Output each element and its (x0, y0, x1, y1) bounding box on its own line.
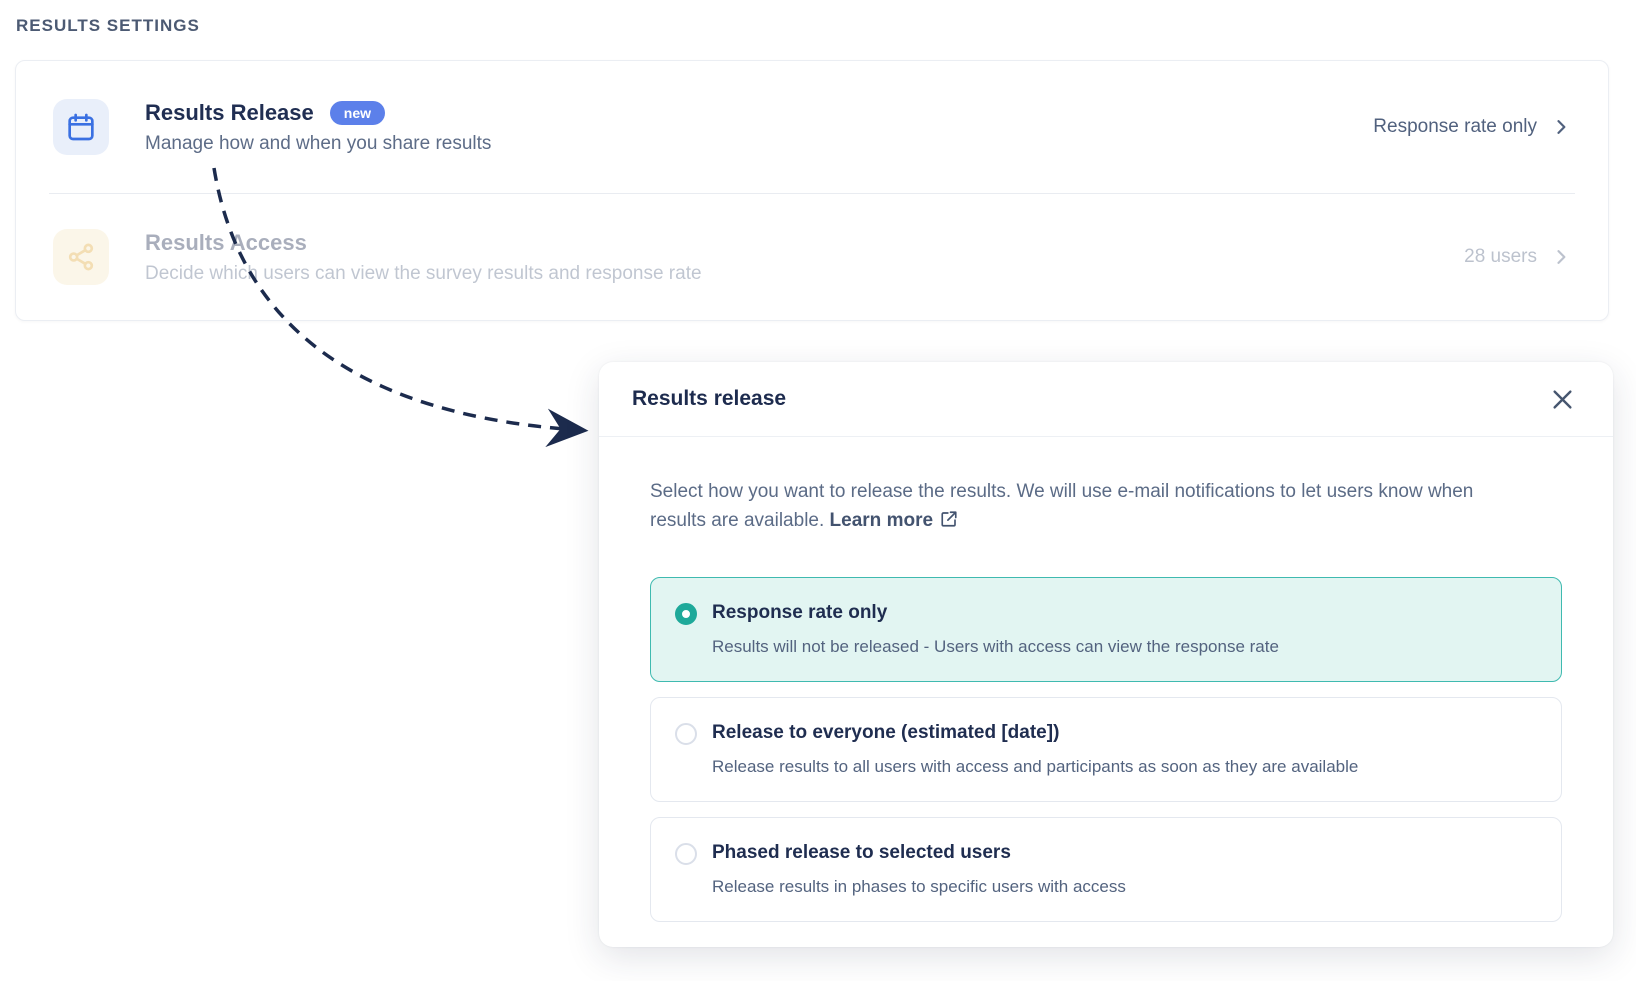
option-text: Response rate only Results will not be r… (712, 602, 1279, 657)
row-text: Results Access Decide which users can vi… (145, 230, 702, 285)
row-value-label: Response rate only (1373, 116, 1537, 137)
option-release-to-everyone[interactable]: Release to everyone (estimated [date]) R… (650, 697, 1562, 802)
release-options-group: Response rate only Results will not be r… (650, 577, 1562, 922)
row-description: Decide which users can view the survey r… (145, 262, 702, 284)
settings-row-results-access[interactable]: Results Access Decide which users can vi… (16, 194, 1608, 320)
option-title: Phased release to selected users (712, 842, 1011, 863)
row-description: Manage how and when you share results (145, 132, 492, 154)
chevron-right-icon (1557, 250, 1566, 264)
radio-unselected-icon[interactable] (675, 843, 697, 865)
section-title: RESULTS SETTINGS (16, 16, 200, 35)
modal-description: Select how you want to release the resul… (650, 477, 1530, 535)
external-link-icon (941, 511, 957, 527)
chevron-right-icon (1557, 120, 1566, 134)
option-title: Release to everyone (estimated [date]) (712, 722, 1060, 743)
settings-row-results-release[interactable]: Results Release new Manage how and when … (16, 61, 1608, 193)
results-release-modal: Results release Select how you want to r… (599, 362, 1613, 947)
row-current-value: 28 users (1464, 246, 1571, 268)
option-description: Release results to all users with access… (712, 757, 1359, 776)
close-icon (1553, 389, 1572, 409)
row-divider (49, 193, 1575, 194)
new-badge: new (329, 100, 385, 125)
learn-more-label: Learn more (829, 510, 934, 531)
row-title: Results Release (145, 99, 314, 125)
radio-unselected-icon[interactable] (675, 723, 697, 745)
option-phased-release[interactable]: Phased release to selected users Release… (650, 817, 1562, 922)
option-text: Phased release to selected users Release… (712, 842, 1126, 897)
option-title: Response rate only (712, 602, 888, 623)
row-current-value: Response rate only (1373, 116, 1571, 138)
row-text: Results Release new Manage how and when … (145, 100, 491, 155)
option-description: Release results in phases to specific us… (712, 877, 1126, 896)
modal-title: Results release (632, 387, 787, 410)
option-description: Results will not be released - Users wit… (712, 637, 1279, 656)
row-value-label: 28 users (1464, 246, 1537, 267)
results-settings-card: Results Release new Manage how and when … (15, 60, 1609, 321)
radio-selected-icon[interactable] (675, 603, 697, 625)
learn-more-link[interactable]: Learn more (830, 510, 958, 531)
calendar-icon (53, 99, 109, 155)
close-button[interactable] (1545, 382, 1580, 417)
modal-description-text: Select how you want to release the resul… (650, 481, 1474, 531)
option-response-rate-only[interactable]: Response rate only Results will not be r… (650, 577, 1562, 682)
row-title: Results Access (145, 229, 307, 255)
share-nodes-icon (53, 229, 109, 285)
modal-header: Results release (599, 362, 1613, 437)
modal-body: Select how you want to release the resul… (599, 437, 1613, 922)
option-text: Release to everyone (estimated [date]) R… (712, 722, 1358, 777)
